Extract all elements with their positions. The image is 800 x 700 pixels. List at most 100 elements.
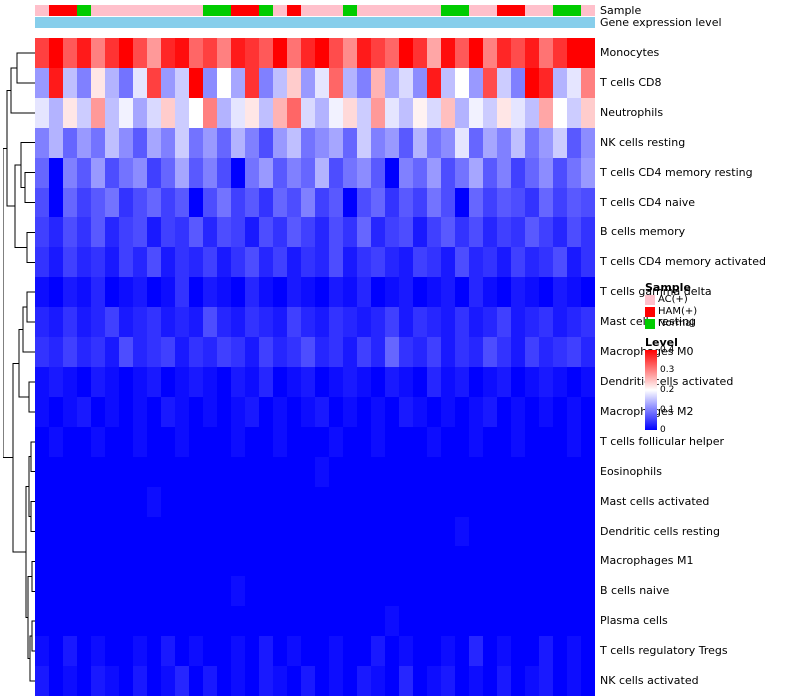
heatmap-cell xyxy=(63,307,77,338)
heatmap-cell xyxy=(301,426,315,457)
heatmap-cell xyxy=(175,247,189,278)
heatmap-cell xyxy=(35,606,49,637)
heatmap-cell xyxy=(63,217,77,248)
heatmap-cell xyxy=(91,217,105,248)
heatmap-cell xyxy=(231,366,245,397)
heatmap-cell xyxy=(525,217,539,248)
heatmap-cell xyxy=(483,486,497,517)
heatmap-cell xyxy=(525,247,539,278)
sample-annotation-cell xyxy=(413,5,427,16)
expression-annotation-bar xyxy=(35,17,595,28)
heatmap-cell xyxy=(385,277,399,308)
heatmap-cell xyxy=(371,157,385,188)
heatmap-cell xyxy=(357,38,371,68)
heatmap-cell xyxy=(385,127,399,158)
heatmap-cell xyxy=(413,486,427,517)
heatmap-cell xyxy=(441,396,455,427)
heatmap-cell xyxy=(399,516,413,547)
heatmap-cell xyxy=(133,546,147,577)
heatmap-cell xyxy=(105,366,119,397)
heatmap-cell xyxy=(455,38,469,68)
row-label: T cells regulatory Tregs xyxy=(600,644,728,658)
heatmap-cell xyxy=(581,127,595,158)
heatmap-cell xyxy=(175,636,189,667)
heatmap-cell xyxy=(35,247,49,278)
heatmap-cell xyxy=(483,157,497,188)
legend-swatch xyxy=(645,319,655,329)
heatmap-cell xyxy=(35,666,49,696)
heatmap-cell xyxy=(133,337,147,367)
heatmap-cell xyxy=(119,516,133,547)
heatmap-cell xyxy=(189,277,203,308)
heatmap-cell xyxy=(259,396,273,427)
heatmap-cell xyxy=(133,127,147,158)
heatmap-cell xyxy=(273,157,287,188)
heatmap-cell xyxy=(469,396,483,427)
heatmap-cell xyxy=(427,67,441,98)
heatmap-cell xyxy=(343,636,357,667)
heatmap-cell xyxy=(119,187,133,218)
heatmap-cell xyxy=(357,97,371,128)
sample-annotation-cell xyxy=(189,5,203,16)
sample-annotation-cell xyxy=(469,5,483,16)
heatmap-cell xyxy=(371,277,385,308)
heatmap-cell xyxy=(217,516,231,547)
heatmap-cell xyxy=(203,277,217,308)
heatmap-cell xyxy=(231,606,245,637)
heatmap-cell xyxy=(413,666,427,696)
sample-annotation-cell xyxy=(119,5,133,16)
heatmap-cell xyxy=(329,366,343,397)
heatmap-cell xyxy=(581,546,595,577)
heatmap-cell xyxy=(539,157,553,188)
heatmap-cell xyxy=(105,97,119,128)
heatmap-cell xyxy=(105,516,119,547)
heatmap-cell xyxy=(49,67,63,98)
heatmap-cell xyxy=(105,396,119,427)
heatmap-cell xyxy=(175,217,189,248)
heatmap-cell xyxy=(469,307,483,338)
heatmap-cell xyxy=(259,337,273,367)
heatmap-cell xyxy=(77,337,91,367)
heatmap-cell xyxy=(399,187,413,218)
heatmap-cell xyxy=(301,606,315,637)
heatmap-cell xyxy=(287,456,301,487)
heatmap-cell xyxy=(91,366,105,397)
heatmap-cell xyxy=(301,277,315,308)
heatmap-cell xyxy=(567,247,581,278)
heatmap-cell xyxy=(147,486,161,517)
heatmap-cell xyxy=(581,277,595,308)
heatmap-cell xyxy=(273,247,287,278)
heatmap-cell xyxy=(77,576,91,607)
heatmap-cell xyxy=(343,157,357,188)
heatmap-cell xyxy=(581,366,595,397)
heatmap-cell xyxy=(385,247,399,278)
heatmap-cell xyxy=(567,576,581,607)
sample-annotation-cell xyxy=(343,5,357,16)
heatmap-cell xyxy=(371,546,385,577)
heatmap-cell xyxy=(399,67,413,98)
heatmap-cell xyxy=(483,456,497,487)
sample-annotation-cell xyxy=(91,5,105,16)
heatmap-cell xyxy=(525,366,539,397)
heatmap-cell xyxy=(343,67,357,98)
heatmap-cell xyxy=(35,38,49,68)
heatmap-cell xyxy=(511,217,525,248)
heatmap-cell xyxy=(231,38,245,68)
heatmap-cell xyxy=(553,486,567,517)
heatmap-cell xyxy=(77,67,91,98)
heatmap-cell xyxy=(455,67,469,98)
heatmap-cell xyxy=(469,426,483,457)
heatmap-cell xyxy=(217,38,231,68)
heatmap-cell xyxy=(287,636,301,667)
heatmap-cell xyxy=(63,426,77,457)
heatmap-cell xyxy=(245,546,259,577)
heatmap-cell xyxy=(343,97,357,128)
heatmap-cell xyxy=(217,67,231,98)
heatmap-cell xyxy=(483,606,497,637)
row-label: Plasma cells xyxy=(600,614,668,628)
heatmap-cell xyxy=(77,247,91,278)
heatmap-cell xyxy=(147,38,161,68)
heatmap-cell xyxy=(399,426,413,457)
heatmap-cell xyxy=(469,247,483,278)
heatmap-cell xyxy=(203,97,217,128)
